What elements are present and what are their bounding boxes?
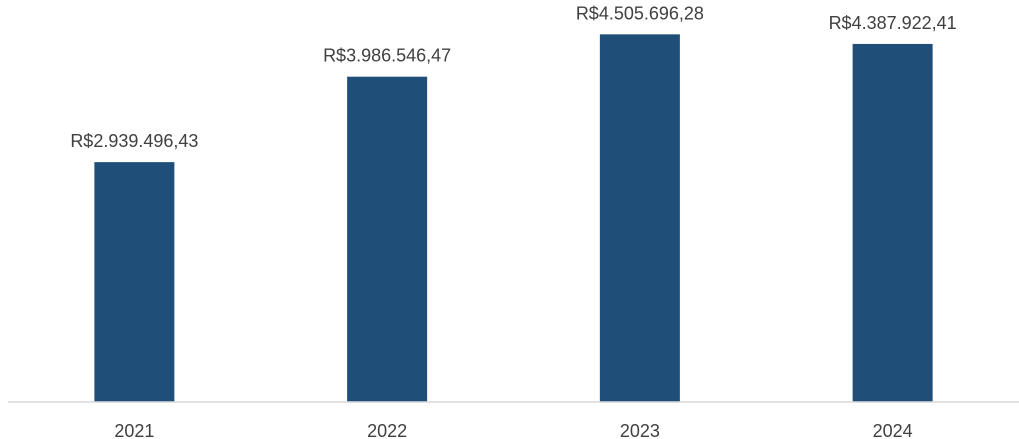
bar-2021 <box>94 162 175 402</box>
value-label-2024: R$4.387.922,41 <box>829 13 957 33</box>
value-label-2021: R$2.939.496,43 <box>70 131 198 151</box>
bars-layer <box>94 34 933 403</box>
bar-2023 <box>599 34 680 403</box>
bar-2022 <box>347 76 428 402</box>
value-labels-layer: R$2.939.496,43 R$3.986.546,47 R$4.505.696,… <box>70 3 956 151</box>
tick-label-2024: 2024 <box>873 421 913 439</box>
tick-labels-layer: 2021 2022 2023 2024 <box>114 421 912 439</box>
tick-label-2022: 2022 <box>367 421 407 439</box>
value-label-2023: R$4.505.696,28 <box>576 3 704 23</box>
value-label-2022: R$3.986.546,47 <box>323 46 451 66</box>
bar-2024 <box>852 43 933 403</box>
tick-label-2023: 2023 <box>620 421 660 439</box>
tick-label-2021: 2021 <box>114 421 154 439</box>
